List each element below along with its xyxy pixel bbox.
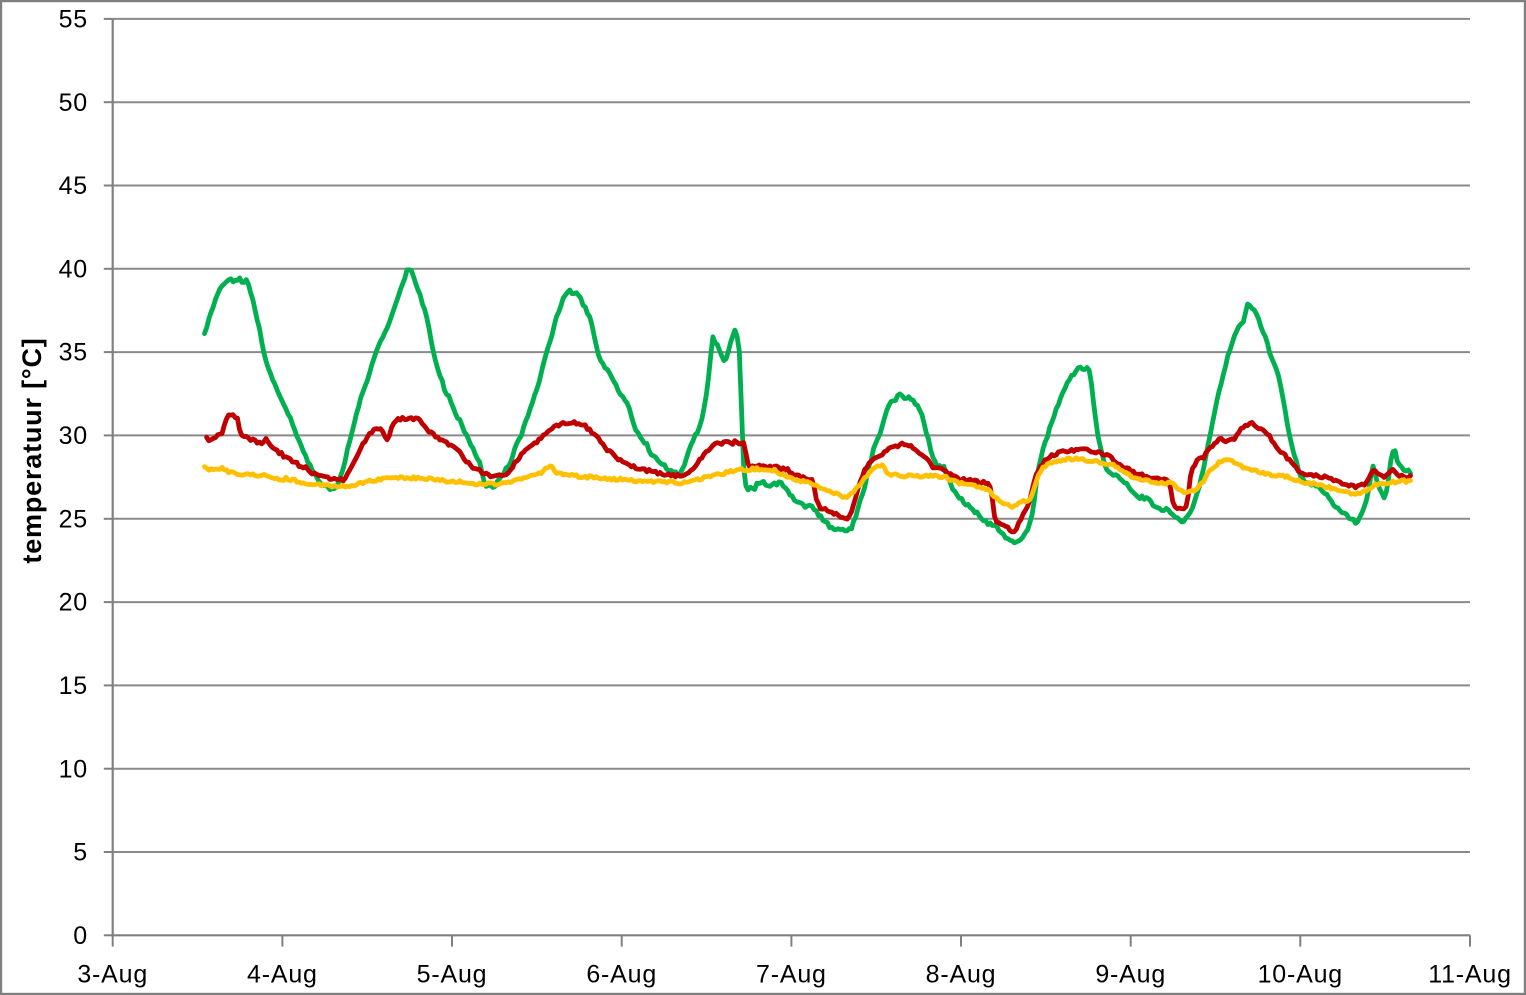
- svg-text:9-Aug: 9-Aug: [1095, 961, 1166, 989]
- svg-text:25: 25: [59, 505, 88, 533]
- svg-text:7-Aug: 7-Aug: [756, 961, 827, 989]
- svg-text:10-Aug: 10-Aug: [1258, 961, 1343, 989]
- svg-text:10: 10: [59, 755, 88, 783]
- svg-text:6-Aug: 6-Aug: [586, 961, 657, 989]
- svg-text:35: 35: [59, 339, 88, 367]
- svg-text:3-Aug: 3-Aug: [77, 961, 148, 989]
- svg-text:4-Aug: 4-Aug: [247, 961, 318, 989]
- svg-text:50: 50: [59, 89, 88, 117]
- svg-text:55: 55: [59, 6, 88, 34]
- svg-text:15: 15: [59, 672, 88, 700]
- svg-text:45: 45: [59, 172, 88, 200]
- svg-text:30: 30: [59, 422, 88, 450]
- svg-text:5-Aug: 5-Aug: [417, 961, 488, 989]
- svg-text:temperatuur [°C]: temperatuur [°C]: [17, 337, 47, 563]
- svg-text:0: 0: [73, 922, 88, 950]
- svg-text:8-Aug: 8-Aug: [926, 961, 997, 989]
- svg-text:11-Aug: 11-Aug: [1428, 961, 1512, 989]
- svg-text:5: 5: [73, 839, 88, 867]
- svg-text:20: 20: [59, 589, 88, 617]
- svg-text:40: 40: [59, 255, 88, 283]
